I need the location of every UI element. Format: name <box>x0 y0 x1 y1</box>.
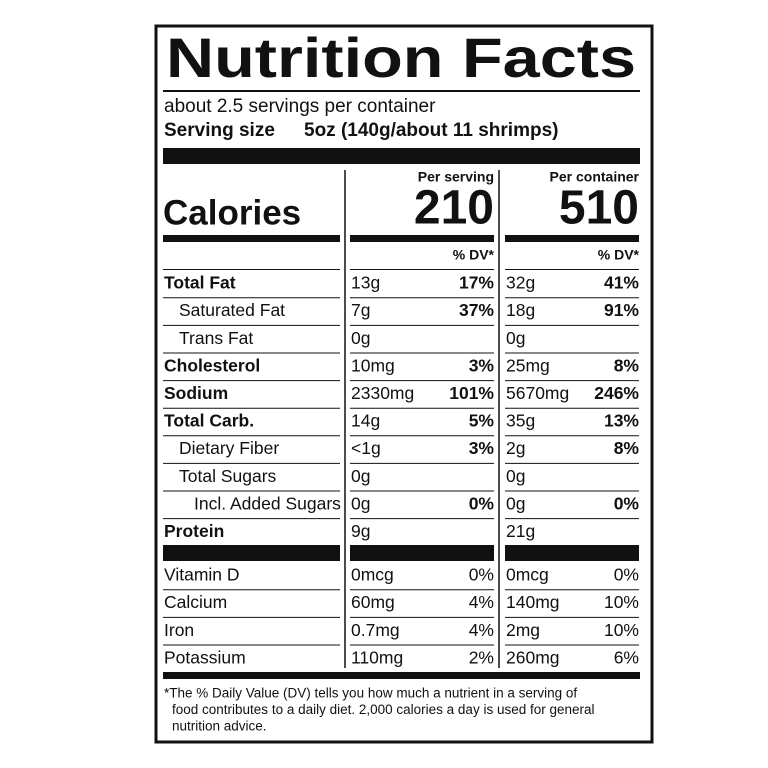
nutrient-name: Total Sugars <box>179 466 277 486</box>
daily-value: 4% <box>469 592 494 612</box>
calories-value: 510 <box>559 182 639 235</box>
amount: 21g <box>506 521 535 541</box>
thick-bar <box>163 545 340 561</box>
rule <box>163 90 640 92</box>
amount: 35g <box>506 411 535 431</box>
nutrient-name: Incl. Added Sugars <box>194 493 341 513</box>
thick-bar <box>350 545 494 561</box>
daily-value: 246% <box>594 383 639 403</box>
amount: 7g <box>351 300 370 320</box>
daily-value: 17% <box>459 273 494 293</box>
daily-value: 37% <box>459 300 494 320</box>
amount: 0mcg <box>351 565 394 585</box>
amount: 2g <box>506 438 525 458</box>
title: Nutrition Facts <box>166 26 636 89</box>
nutrient-name: Protein <box>164 521 224 541</box>
amount: 32g <box>506 273 535 293</box>
nutrient-name: Saturated Fat <box>179 300 285 320</box>
footnote: *The % Daily Value (DV) tells you how mu… <box>164 686 577 701</box>
amount: 18g <box>506 300 535 320</box>
serving-size-value: 5oz (140g/about 11 shrimps) <box>304 120 558 141</box>
serving-size-label: Serving size <box>164 120 275 141</box>
thick-bar <box>505 545 639 561</box>
daily-value: 0% <box>469 565 494 585</box>
nutrient-name: Total Carb. <box>164 411 254 431</box>
amount: 0g <box>351 466 370 486</box>
thick-bar <box>350 235 494 242</box>
nutrient-name: Trans Fat <box>179 328 253 348</box>
daily-value: 6% <box>614 647 639 667</box>
amount: 0g <box>506 466 525 486</box>
thick-bar <box>163 148 640 164</box>
daily-value: 101% <box>449 383 494 403</box>
nutrient-name: Potassium <box>164 647 246 667</box>
calories-value: 210 <box>414 182 494 235</box>
daily-value: 3% <box>469 438 495 458</box>
amount: 0.7mg <box>351 620 400 640</box>
label-border <box>154 24 654 744</box>
nutrient-name: Calcium <box>164 592 227 612</box>
thick-bar <box>163 235 340 242</box>
daily-value: 0% <box>614 565 639 585</box>
daily-value: 4% <box>469 620 494 640</box>
daily-value: 0% <box>614 493 640 513</box>
thick-bar <box>163 672 640 679</box>
amount: 60mg <box>351 592 395 612</box>
footnote: nutrition advice. <box>172 719 267 734</box>
amount: 0g <box>351 328 370 348</box>
nutrient-name: Iron <box>164 620 194 640</box>
amount: 5670mg <box>506 383 569 403</box>
daily-value: 10% <box>604 620 639 640</box>
dv-header: % DV* <box>598 247 640 263</box>
amount: 0mcg <box>506 565 549 585</box>
servings: about 2.5 servings per container <box>164 96 436 117</box>
amount: <1g <box>351 438 381 458</box>
amount: 25mg <box>506 355 550 375</box>
daily-value: 2% <box>469 647 494 667</box>
thick-bar <box>505 235 639 242</box>
daily-value: 91% <box>604 300 639 320</box>
nutrient-name: Vitamin D <box>164 565 240 585</box>
amount: 260mg <box>506 647 560 667</box>
nutrient-name: Total Fat <box>164 273 236 293</box>
daily-value: 0% <box>469 493 495 513</box>
amount: 140mg <box>506 592 560 612</box>
amount: 110mg <box>351 647 403 667</box>
column-header: Per container <box>550 169 640 185</box>
amount: 2mg <box>506 620 540 640</box>
nutrient-name: Sodium <box>164 383 228 403</box>
column-header: Per serving <box>418 169 494 185</box>
nutrient-name: Dietary Fiber <box>179 438 279 458</box>
footnote: food contributes to a daily diet. 2,000 … <box>172 702 595 717</box>
daily-value: 10% <box>604 592 639 612</box>
amount: 2330mg <box>351 383 414 403</box>
nutrient-name: Cholesterol <box>164 355 260 375</box>
calories-label: Calories <box>163 193 301 232</box>
daily-value: 13% <box>604 411 639 431</box>
dv-header: % DV* <box>453 247 495 263</box>
amount: 14g <box>351 411 380 431</box>
daily-value: 8% <box>614 355 640 375</box>
daily-value: 3% <box>469 355 495 375</box>
amount: 9g <box>351 521 370 541</box>
daily-value: 5% <box>469 411 495 431</box>
amount: 13g <box>351 273 380 293</box>
daily-value: 41% <box>604 273 639 293</box>
amount: 0g <box>506 493 525 513</box>
daily-value: 8% <box>614 438 640 458</box>
amount: 0g <box>506 328 525 348</box>
amount: 10mg <box>351 355 395 375</box>
amount: 0g <box>351 493 370 513</box>
